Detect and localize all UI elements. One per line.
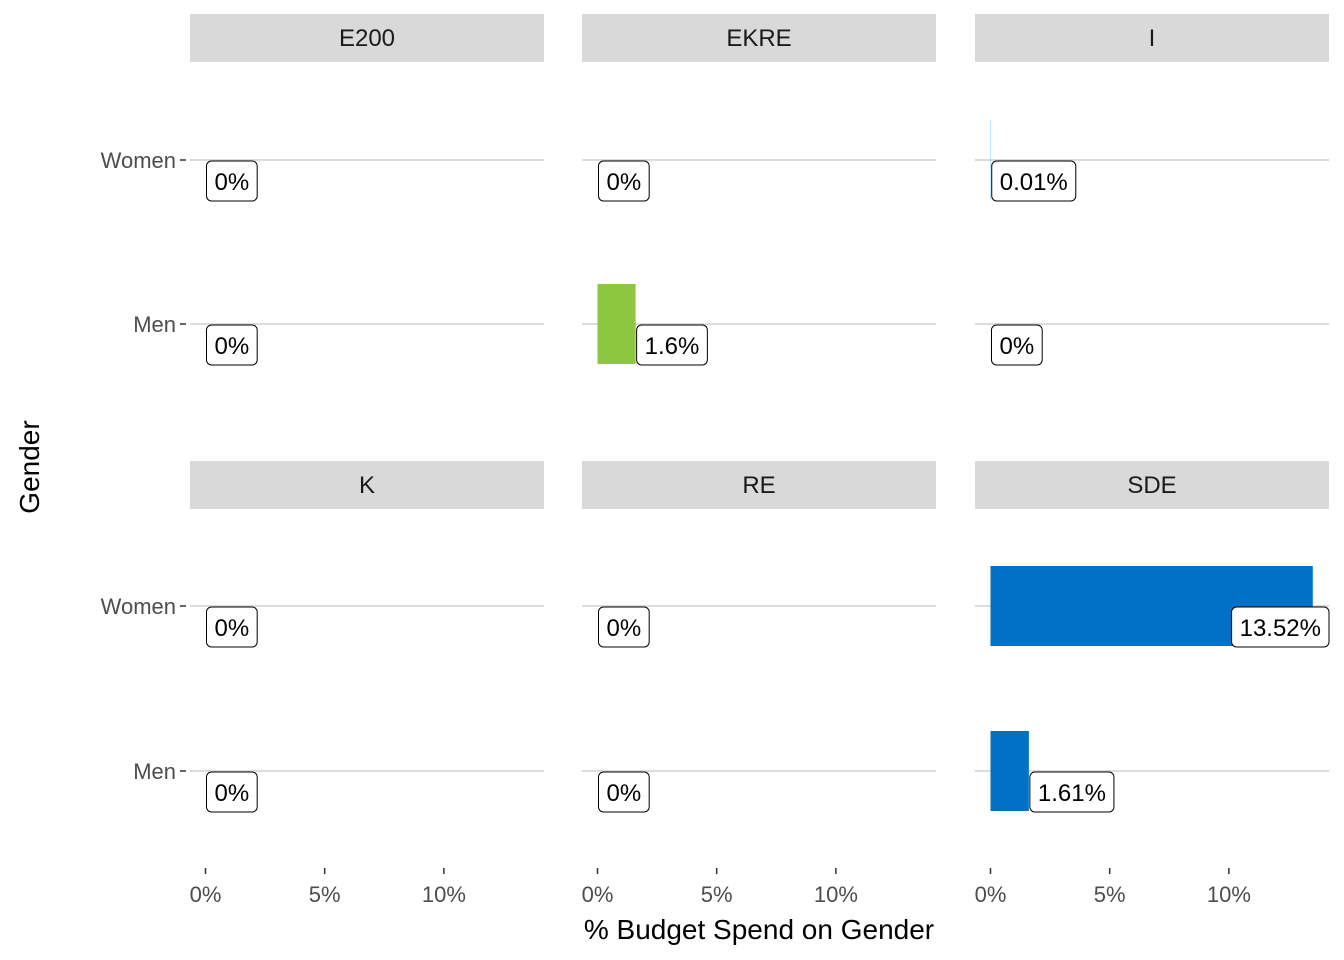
facet-strip: [975, 461, 1329, 509]
data-label: 13.52%: [1240, 615, 1321, 642]
facet-strip: [582, 461, 936, 509]
facet-sde: SDE 13.52% 1.61% 0% 5% 10%: [975, 461, 1330, 907]
data-label-box: [1231, 606, 1330, 648]
facet-re: RE 0% 0% 0% 5% 10%: [582, 461, 936, 907]
facet-strip-label: I: [1149, 25, 1156, 52]
x-tick-label: 5%: [701, 882, 733, 907]
x-tick-label: 0%: [190, 882, 222, 907]
facet-i: I 0.01% 0%: [975, 14, 1329, 366]
data-label: 0%: [606, 780, 641, 807]
bar-men: [597, 284, 636, 364]
data-label-box: [597, 771, 650, 813]
data-label-box: [1029, 771, 1115, 813]
data-label-box: [597, 606, 650, 648]
facet-strip-label: E200: [339, 25, 395, 52]
y-tick-label: Men: [133, 312, 176, 337]
data-label-box: [636, 324, 708, 366]
data-label: 1.6%: [645, 333, 700, 360]
data-label: 0%: [214, 333, 249, 360]
data-label-box: [991, 160, 1077, 202]
facet-e200: E200 0% 0% Women Men: [101, 14, 544, 366]
facet-strip-label: EKRE: [726, 25, 791, 52]
data-label: 0%: [214, 615, 249, 642]
data-label-box: [597, 160, 650, 202]
data-label: 1.61%: [1038, 780, 1106, 807]
x-tick-label: 10%: [1207, 882, 1251, 907]
data-label: 0%: [214, 169, 249, 196]
data-label-box: [205, 160, 258, 202]
data-label-box: [205, 324, 258, 366]
data-label-box: [205, 606, 258, 648]
data-label: 0%: [999, 333, 1034, 360]
facet-strip: [582, 14, 936, 62]
facet-strip-label: SDE: [1127, 472, 1176, 499]
facet-strip: [975, 14, 1329, 62]
facet-panels: E200 0% 0% Women Men EKRE 0% 1.6% I 0.01% 0% K 0% 0% W…: [101, 14, 1330, 907]
data-label-box: [990, 324, 1043, 366]
y-tick-label: Women: [101, 594, 176, 619]
x-axis-title: % Budget Spend on Gender: [584, 914, 934, 945]
data-label: 0%: [606, 169, 641, 196]
x-tick-label: 5%: [309, 882, 341, 907]
y-tick-label: Women: [101, 148, 176, 173]
facet-strip-label: RE: [742, 472, 775, 499]
bar-men: [990, 731, 1029, 811]
x-tick-label: 10%: [422, 882, 466, 907]
x-tick-label: 0%: [975, 882, 1007, 907]
x-tick-label: 10%: [814, 882, 858, 907]
x-tick-label: 5%: [1094, 882, 1126, 907]
data-label-box: [205, 771, 258, 813]
facet-strip-label: K: [359, 472, 375, 499]
y-axis-title: Gender: [14, 420, 45, 513]
data-label: 0%: [606, 615, 641, 642]
data-label: 0.01%: [1000, 169, 1068, 196]
x-tick-label: 0%: [582, 882, 614, 907]
facet-strip: [190, 461, 544, 509]
facet-ekre: EKRE 0% 1.6%: [582, 14, 936, 366]
y-tick-label: Men: [133, 759, 176, 784]
facet-strip: [190, 14, 544, 62]
data-label: 0%: [214, 780, 249, 807]
facet-k: K 0% 0% Women Men 0% 5% 10%: [101, 461, 544, 907]
